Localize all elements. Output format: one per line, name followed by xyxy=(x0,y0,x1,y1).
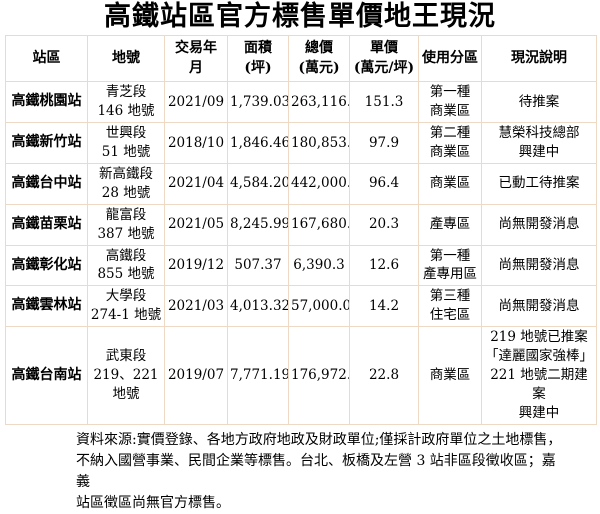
header-station: 站區 xyxy=(5,35,88,83)
cell-lot: 新高鐵段 28 地號 xyxy=(87,162,165,205)
land-price-table: 站區 地號 交易年 月 面積 (坪) 總價 (萬元) 單價 (萬元/坪) 使用分… xyxy=(5,35,597,425)
cell-area: 1,846.46 xyxy=(227,122,289,164)
table-row: 高鐵雲林站 大學段 274-1 地號 2021/03 4,013.32 57,0… xyxy=(5,285,597,328)
cell-area: 7,771.19 xyxy=(227,326,289,425)
cell-station: 高鐵苗栗站 xyxy=(5,203,88,246)
header-area: 面積 (坪) xyxy=(227,35,289,83)
cell-area: 8,245.99 xyxy=(227,203,289,246)
cell-zoning: 產專區 xyxy=(418,203,482,246)
cell-total: 180,853.9 xyxy=(288,122,350,164)
cell-total: 167,680.0 xyxy=(288,203,350,246)
table-row: 高鐵台南站 武東段 219、221 地號 2019/07 7,771.19 17… xyxy=(5,326,597,425)
cell-unit: 12.6 xyxy=(349,244,419,287)
cell-date: 2021/05 xyxy=(164,203,228,246)
table-row: 高鐵苗栗站 龍富段 387 地號 2021/05 8,245.99 167,68… xyxy=(5,203,597,246)
cell-total: 6,390.3 xyxy=(288,244,350,287)
cell-lot: 武東段 219、221 地號 xyxy=(87,326,165,425)
cell-area: 507.37 xyxy=(227,244,289,287)
source-footnote: 資料來源:實價登錄、各地方政府地政及財政單位;僅採計政府單位之土地標售， 不納入… xyxy=(76,431,562,511)
cell-lot: 大學段 274-1 地號 xyxy=(87,285,165,328)
table-row: 高鐵桃園站 青芝段 146 地號 2021/09 1,739.03 263,11… xyxy=(5,81,597,124)
cell-lot: 龍富段 387 地號 xyxy=(87,203,165,246)
cell-unit: 151.3 xyxy=(349,81,419,124)
cell-total: 57,000.0 xyxy=(288,285,350,328)
cell-zoning: 第一種 商業區 xyxy=(418,81,482,124)
cell-station: 高鐵桃園站 xyxy=(5,81,88,124)
cell-zoning: 第二種 商業區 xyxy=(418,122,482,164)
cell-status: 尚無開發消息 xyxy=(481,285,597,328)
cell-area: 4,584.20 xyxy=(227,162,289,205)
cell-zoning: 第一種 產專用區 xyxy=(418,244,482,287)
header-zoning: 使用分區 xyxy=(418,35,482,83)
cell-unit: 22.8 xyxy=(349,326,419,425)
header-status: 現況說明 xyxy=(481,35,597,83)
cell-unit: 96.4 xyxy=(349,162,419,205)
cell-lot: 青芝段 146 地號 xyxy=(87,81,165,124)
header-unit: 單價 (萬元/坪) xyxy=(349,35,419,83)
cell-date: 2021/09 xyxy=(164,81,228,124)
cell-lot: 世興段 51 地號 xyxy=(87,122,165,164)
cell-date: 2019/07 xyxy=(164,326,228,425)
cell-status: 慧榮科技總部 興建中 xyxy=(481,122,597,164)
cell-station: 高鐵台中站 xyxy=(5,162,88,205)
table-row: 高鐵新竹站 世興段 51 地號 2018/10 1,846.46 180,853… xyxy=(5,122,597,164)
cell-date: 2021/04 xyxy=(164,162,228,205)
cell-zoning: 第三種 住宅區 xyxy=(418,285,482,328)
header-date: 交易年 月 xyxy=(164,35,228,83)
cell-unit: 14.2 xyxy=(349,285,419,328)
cell-status: 219 地號已推案 「達麗國家強棒」 221 地號二期建案 興建中 xyxy=(481,326,597,425)
cell-status: 尚無開發消息 xyxy=(481,244,597,287)
cell-station: 高鐵雲林站 xyxy=(5,285,88,328)
cell-zoning: 商業區 xyxy=(418,162,482,205)
cell-unit: 97.9 xyxy=(349,122,419,164)
cell-total: 263,116.9 xyxy=(288,81,350,124)
header-lot: 地號 xyxy=(87,35,165,83)
cell-total: 442,000.0 xyxy=(288,162,350,205)
cell-status: 尚無開發消息 xyxy=(481,203,597,246)
header-total: 總價 (萬元) xyxy=(288,35,350,83)
cell-station: 高鐵彰化站 xyxy=(5,244,88,287)
cell-total: 176,972.4 xyxy=(288,326,350,425)
cell-zoning: 商業區 xyxy=(418,326,482,425)
cell-status: 已動工待推案 xyxy=(481,162,597,205)
cell-station: 高鐵台南站 xyxy=(5,326,88,425)
cell-date: 2018/10 xyxy=(164,122,228,164)
cell-date: 2021/03 xyxy=(164,285,228,328)
cell-area: 1,739.03 xyxy=(227,81,289,124)
cell-date: 2019/12 xyxy=(164,244,228,287)
cell-station: 高鐵新竹站 xyxy=(5,122,88,164)
cell-lot: 高鐵段 855 地號 xyxy=(87,244,165,287)
table-header-row: 站區 地號 交易年 月 面積 (坪) 總價 (萬元) 單價 (萬元/坪) 使用分… xyxy=(5,35,597,83)
table-row: 高鐵台中站 新高鐵段 28 地號 2021/04 4,584.20 442,00… xyxy=(5,162,597,205)
cell-unit: 20.3 xyxy=(349,203,419,246)
page-title: 高鐵站區官方標售單價地王現況 xyxy=(104,1,496,32)
table-row: 高鐵彰化站 高鐵段 855 地號 2019/12 507.37 6,390.3 … xyxy=(5,244,597,287)
cell-area: 4,013.32 xyxy=(227,285,289,328)
cell-status: 待推案 xyxy=(481,81,597,124)
